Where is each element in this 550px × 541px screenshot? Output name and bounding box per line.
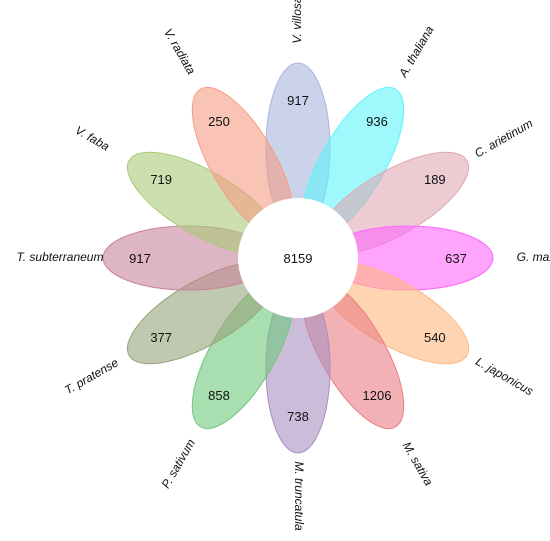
species-label-m-truncatula: M. truncatula: [292, 461, 306, 531]
species-label-a-thaliana: A. thaliana: [396, 23, 437, 80]
species-label-v-faba: V. faba: [73, 123, 112, 154]
species-label-m-sativa: M. sativa: [400, 439, 436, 488]
species-label-t-subterraneum: T. subterraneum: [17, 250, 104, 264]
species-label-g-max: G. max: [517, 250, 550, 264]
petal-count-m-truncatula: 738: [287, 409, 309, 424]
petal-count-a-thaliana: 936: [366, 114, 388, 129]
species-label-l-japonicus: L. japonicus: [473, 354, 535, 398]
core-count: 8159: [284, 251, 313, 266]
petal-count-v-radiata: 250: [208, 114, 230, 129]
petal-count-c-arietinum: 189: [424, 172, 446, 187]
petal-count-t-pratense: 377: [150, 330, 172, 345]
petal-count-p-sativum: 858: [208, 388, 230, 403]
petal-count-v-faba: 719: [150, 172, 172, 187]
petal-count-t-subterraneum: 917: [129, 251, 151, 266]
petal-count-l-japonicus: 540: [424, 330, 446, 345]
species-label-v-villosa: V. villosa: [290, 0, 304, 44]
species-label-t-pratense: T. pratense: [62, 355, 121, 397]
species-label-p-sativum: P. sativum: [159, 437, 198, 491]
species-label-v-radiata: V. radiata: [161, 26, 199, 77]
petal-count-v-villosa: 917: [287, 93, 309, 108]
core-circle: [238, 198, 358, 318]
species-label-c-arietinum: C. arietinum: [472, 116, 535, 160]
petal-count-m-sativa: 1206: [363, 388, 392, 403]
petal-count-g-max: 637: [445, 251, 467, 266]
